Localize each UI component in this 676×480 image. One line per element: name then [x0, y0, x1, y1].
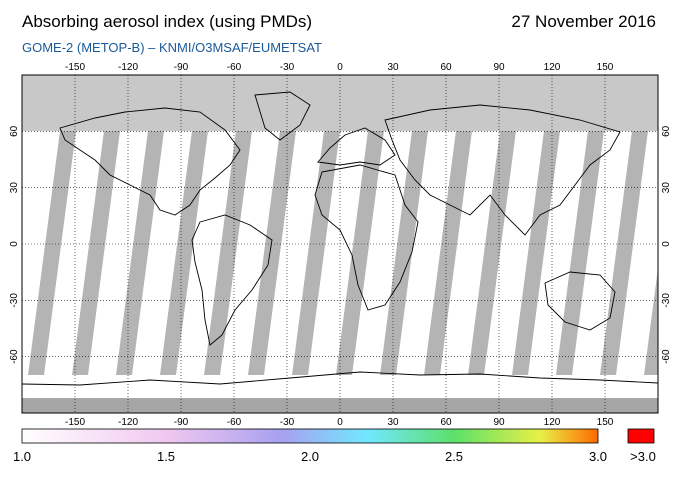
colorbar-tick-label: 1.5: [156, 449, 176, 464]
map-title: Absorbing aerosol index (using PMDs): [22, 12, 313, 31]
map-subtitle: GOME-2 (METOP-B) – KNMI/O3MSAF/EUMETSAT: [22, 40, 322, 55]
colorbar-tick-label: 2.0: [300, 449, 320, 464]
graticule: [22, 75, 658, 413]
coastlines: [22, 91, 658, 386]
swath-gap-stripe: [380, 131, 428, 375]
lon-tick-label-top: -90: [174, 62, 189, 73]
swath-gap-stripe: [336, 131, 384, 375]
lon-tick-label-bottom: 150: [597, 417, 614, 428]
lon-tick-label-bottom: 90: [493, 417, 505, 428]
swath-gap-stripe: [556, 131, 604, 375]
swath-gap-stripe: [116, 131, 164, 375]
colorbar-tick-label: 3.0: [588, 449, 608, 464]
lat-tick-label-left: -30: [9, 293, 20, 308]
lon-tick-label-top: -150: [65, 62, 85, 73]
lon-tick-label-bottom: 30: [387, 417, 399, 428]
lat-tick-label-left: 0: [9, 241, 20, 247]
colorbar-overflow-label: >3.0: [630, 449, 656, 464]
colorbar: [21, 428, 599, 444]
lon-tick-label-bottom: -30: [280, 417, 295, 428]
lon-tick-label-top: -120: [118, 62, 138, 73]
lon-tick-label-bottom: 60: [440, 417, 452, 428]
lat-tick-label-right: -30: [661, 293, 672, 308]
lon-tick-label-top: -60: [227, 62, 242, 73]
map-date: 27 November 2016: [511, 12, 656, 31]
swath-gap-stripe: [72, 131, 120, 375]
colorbar-tick-label: 1.0: [12, 449, 32, 464]
swath-gap-stripe: [424, 131, 472, 375]
lon-tick-label-bottom: 0: [337, 417, 343, 428]
lon-tick-label-top: 0: [337, 62, 343, 73]
lat-tick-label-right: 60: [661, 125, 672, 137]
lon-tick-label-bottom: 120: [544, 417, 561, 428]
lon-tick-label-bottom: -150: [65, 417, 85, 428]
lat-tick-label-left: 30: [9, 182, 20, 194]
lat-tick-label-right: 30: [661, 182, 672, 194]
swath-gap-stripe: [292, 131, 340, 375]
swath-gap-stripe: [248, 131, 296, 375]
lon-tick-label-top: 120: [544, 62, 561, 73]
lon-tick-label-top: 150: [597, 62, 614, 73]
lon-tick-label-top: -30: [280, 62, 295, 73]
swath-gap-stripe: [160, 131, 208, 375]
lat-tick-label-right: -60: [661, 349, 672, 364]
lon-tick-label-bottom: -90: [174, 417, 189, 428]
swath-gap-stripe: [600, 131, 648, 375]
colorbar-overflow-swatch: [627, 428, 655, 444]
swath-gap-stripe: [512, 131, 560, 375]
swath-gap-stripe: [644, 268, 658, 375]
lat-tick-label-left: -60: [9, 349, 20, 364]
lat-tick-label-right: 0: [661, 241, 672, 247]
lon-tick-label-top: 60: [440, 62, 452, 73]
orbit-swath-gaps: [28, 131, 658, 375]
lon-tick-label-top: 30: [387, 62, 399, 73]
swath-gap-stripe: [204, 131, 252, 375]
lon-tick-label-bottom: -60: [227, 417, 242, 428]
lon-tick-label-bottom: -120: [118, 417, 138, 428]
colorbar-tick-label: 2.5: [444, 449, 464, 464]
swath-gap-stripe: [28, 131, 76, 375]
swath-gap-stripe: [468, 131, 516, 375]
lon-tick-label-top: 90: [493, 62, 505, 73]
lat-tick-label-left: 60: [9, 125, 20, 137]
map-frame: [21, 74, 659, 414]
